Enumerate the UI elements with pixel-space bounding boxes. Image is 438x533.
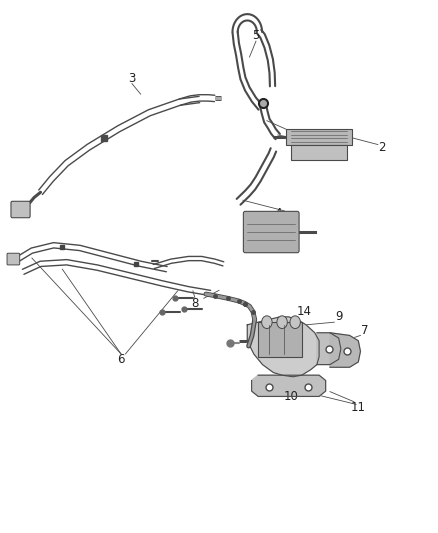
Polygon shape — [252, 375, 325, 397]
FancyBboxPatch shape — [258, 322, 302, 357]
Polygon shape — [317, 333, 341, 365]
Circle shape — [290, 316, 300, 328]
FancyBboxPatch shape — [11, 201, 30, 217]
Circle shape — [261, 316, 272, 328]
Text: 9: 9 — [335, 310, 343, 324]
FancyBboxPatch shape — [286, 128, 352, 144]
Text: 14: 14 — [297, 305, 311, 318]
Text: 3: 3 — [128, 72, 136, 85]
Text: 10: 10 — [283, 390, 298, 403]
Circle shape — [277, 316, 287, 328]
FancyBboxPatch shape — [7, 253, 20, 265]
Polygon shape — [247, 317, 319, 377]
Text: 7: 7 — [361, 324, 368, 337]
FancyBboxPatch shape — [291, 144, 347, 160]
Text: 1: 1 — [311, 141, 318, 154]
Text: 2: 2 — [378, 141, 386, 154]
Polygon shape — [330, 333, 360, 367]
FancyBboxPatch shape — [244, 212, 299, 253]
Text: 4: 4 — [274, 207, 282, 220]
Text: 5: 5 — [252, 29, 260, 42]
Text: 11: 11 — [351, 400, 366, 414]
Text: 8: 8 — [191, 297, 199, 310]
Text: 6: 6 — [117, 353, 125, 366]
